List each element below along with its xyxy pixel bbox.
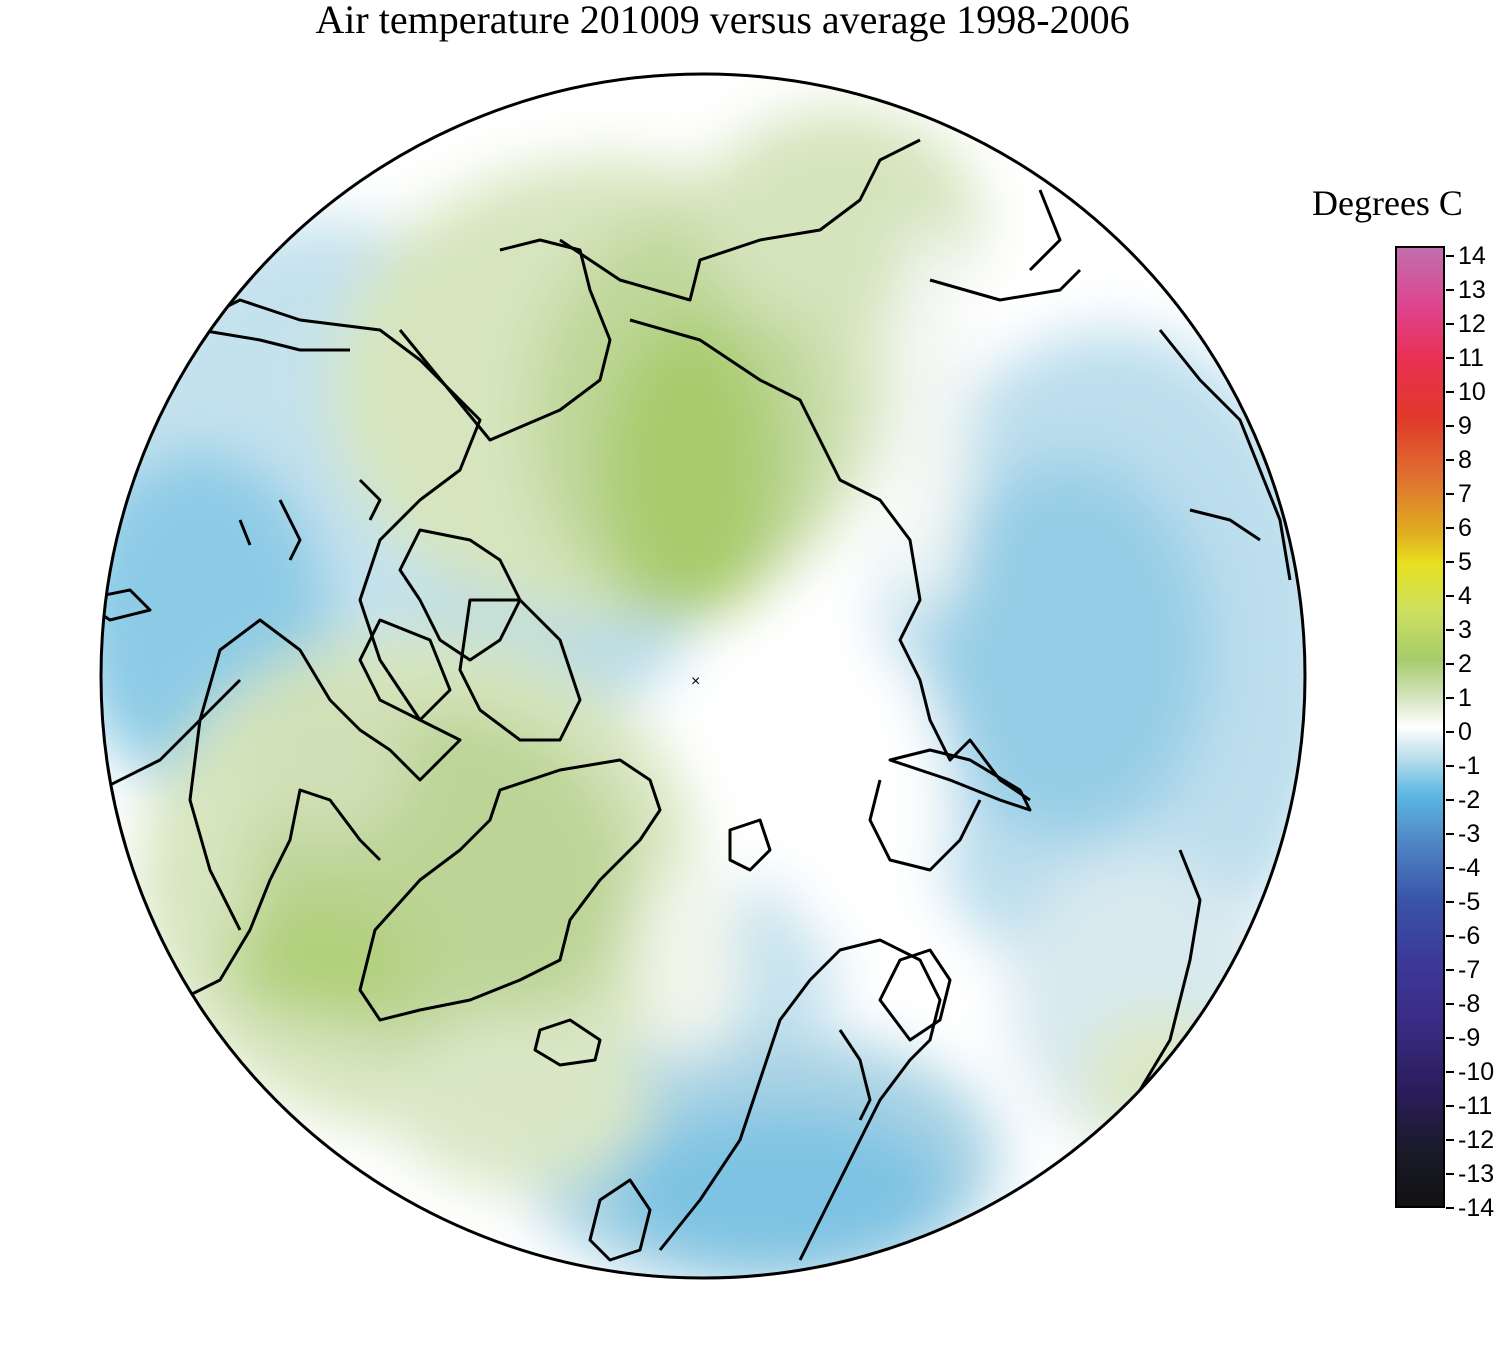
british-isles-outline [588, 1178, 652, 1262]
colorbar-gradient [1395, 246, 1445, 1208]
colorbar-tick-label: -2 [1458, 786, 1481, 814]
colorbar-tick-mark [1446, 425, 1454, 427]
colorbar-tick-mark [1446, 629, 1454, 631]
north-america-outline [101, 298, 482, 792]
colorbar-tick-mark [1446, 595, 1454, 597]
colorbar-tick-label: -1 [1458, 752, 1481, 780]
colorbar-tick-mark [1446, 493, 1454, 495]
colorbar-tick-mark [1446, 255, 1454, 257]
colorbar-tick-label: 11 [1458, 344, 1484, 372]
map-title: Air temperature 201009 versus average 19… [315, 0, 1130, 42]
colorbar-tick-label: -7 [1458, 956, 1481, 984]
colorbar-tick-mark [1446, 289, 1454, 291]
colorbar [1395, 246, 1445, 1208]
colorbar-ticks: 14 13 12 11 10 9 8 7 6 5 4 3 2 1 0 -1 -2 -3 -4 -5 -6 -7 -8 -9 -1… [1446, 0, 1500, 1369]
colorbar-tick-label: -6 [1458, 922, 1481, 950]
colorbar-tick-mark [1446, 391, 1454, 393]
colorbar-tick-label: -14 [1458, 1194, 1495, 1222]
colorbar-tick-label: -8 [1458, 990, 1481, 1018]
colorbar-tick-label: 8 [1458, 446, 1472, 474]
colorbar-tick-mark [1446, 799, 1454, 801]
colorbar-tick-mark [1446, 1105, 1454, 1107]
colorbar-tick-label: 0 [1458, 718, 1472, 746]
arctic-islands-outline [398, 528, 522, 662]
colorbar-tick-label: 3 [1458, 616, 1472, 644]
colorbar-tick-label: -13 [1458, 1160, 1495, 1188]
colorbar-tick-mark [1446, 459, 1454, 461]
colorbar-tick-mark [1446, 901, 1454, 903]
colorbar-tick-label: -11 [1458, 1092, 1493, 1120]
colorbar-tick-mark [1446, 323, 1454, 325]
svalbard-outline [728, 818, 772, 872]
iceland-outline [533, 1018, 602, 1067]
colorbar-tick-mark [1446, 1071, 1454, 1073]
colorbar-tick-mark [1446, 731, 1454, 733]
colorbar-tick-mark [1446, 527, 1454, 529]
colorbar-tick-mark [1446, 867, 1454, 869]
colorbar-tick-mark [1446, 765, 1454, 767]
colorbar-tick-label: 10 [1458, 378, 1486, 406]
north-pole-marker: × [691, 673, 700, 690]
colorbar-tick-label: 13 [1458, 276, 1486, 304]
colorbar-tick-label: 5 [1458, 548, 1472, 576]
colorbar-tick-label: 14 [1458, 242, 1486, 270]
colorbar-tick-label: -10 [1458, 1058, 1495, 1086]
colorbar-tick-mark [1446, 1037, 1454, 1039]
map-boundary [99, 72, 1307, 1280]
colorbar-tick-mark [1446, 833, 1454, 835]
colorbar-tick-label: -12 [1458, 1126, 1495, 1154]
scandinavia-outline [658, 938, 942, 1261]
colorbar-tick-mark [1446, 1173, 1454, 1175]
colorbar-tick-label: 4 [1458, 582, 1472, 610]
colorbar-tick-mark [1446, 935, 1454, 937]
colorbar-tick-label: 12 [1458, 310, 1486, 338]
legend-title: Degrees C [1312, 183, 1463, 223]
colorbar-tick-mark [1446, 1003, 1454, 1005]
colorbar-tick-label: -5 [1458, 888, 1481, 916]
temperature-anomaly-field [101, 74, 1305, 1278]
colorbar-tick-label: 2 [1458, 650, 1472, 678]
novaya-zemlya-outline [888, 748, 1032, 812]
colorbar-tick-mark [1446, 1207, 1454, 1209]
colorbar-tick-mark [1446, 357, 1454, 359]
colorbar-tick-label: -3 [1458, 820, 1481, 848]
colorbar-tick-label: 7 [1458, 480, 1472, 508]
colorbar-tick-label: 1 [1458, 684, 1472, 712]
coastlines [101, 138, 1292, 1262]
colorbar-tick-label: -4 [1458, 854, 1481, 882]
colorbar-tick-mark [1446, 697, 1454, 699]
colorbar-tick-mark [1446, 1139, 1454, 1141]
colorbar-tick-mark [1446, 663, 1454, 665]
greenland-outline [358, 758, 662, 1022]
colorbar-tick-label: -9 [1458, 1024, 1481, 1052]
siberia-outline [629, 318, 1031, 802]
colorbar-tick-mark [1446, 561, 1454, 563]
colorbar-tick-label: 9 [1458, 412, 1472, 440]
colorbar-tick-label: 6 [1458, 514, 1472, 542]
colorbar-tick-mark [1446, 969, 1454, 971]
